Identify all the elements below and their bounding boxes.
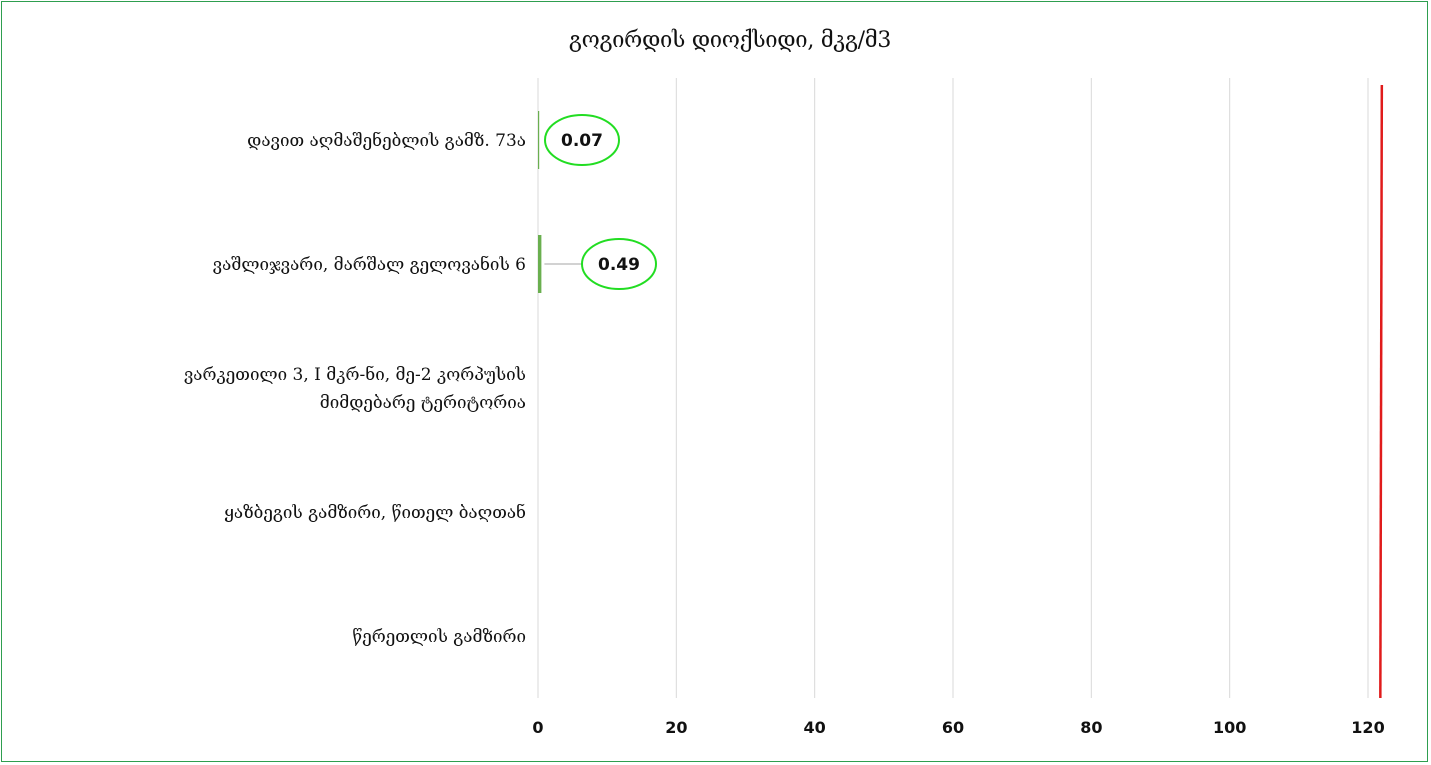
labels-layer: 0.07 0.49: [544, 114, 657, 290]
reference-layer: [1379, 84, 1384, 699]
x-tick-label: 0: [532, 718, 543, 737]
category-label: მიმდებარე ტერიტორია: [320, 393, 526, 413]
x-tick-label: 80: [1080, 718, 1102, 737]
category-label: ვაშლიჯვარი, მარშალ გელოვანის 6: [213, 255, 526, 275]
x-tick-label: 60: [942, 718, 964, 737]
bars-layer: [538, 111, 542, 293]
x-tick-label: 120: [1351, 718, 1384, 737]
x-tick-label: 20: [665, 718, 687, 737]
limit-line: [1379, 84, 1384, 699]
x-tick-label: 40: [804, 718, 826, 737]
grid-layer: [537, 78, 1369, 698]
data-label: 0.07: [561, 131, 603, 151]
data-label: 0.49: [598, 255, 640, 275]
data-label-ellipse: [544, 114, 620, 166]
bar: [538, 235, 542, 293]
category-label: დავით აღმაშენებლის გამზ. 73ა: [247, 131, 526, 151]
category-label: ვარკეთილი 3, I მკრ-ნი, მე-2 კორპუსის: [184, 365, 526, 385]
x-tick-label: 100: [1213, 718, 1246, 737]
data-label-ellipse: [581, 238, 657, 290]
category-labels: დავით აღმაშენებლის გამზ. 73ა ვაშლიჯვარი, …: [184, 131, 526, 647]
category-label: წერეთლის გამზირი: [352, 627, 526, 647]
chart-title: გოგირდის დიოქსიდი, მკგ/მ3: [568, 28, 892, 53]
bar: [538, 111, 540, 169]
x-axis-ticks: 0 20 40 60 80 100 120: [532, 718, 1384, 737]
category-label: ყაზბეგის გამზირი, წითელ ბაღთან: [224, 503, 526, 523]
